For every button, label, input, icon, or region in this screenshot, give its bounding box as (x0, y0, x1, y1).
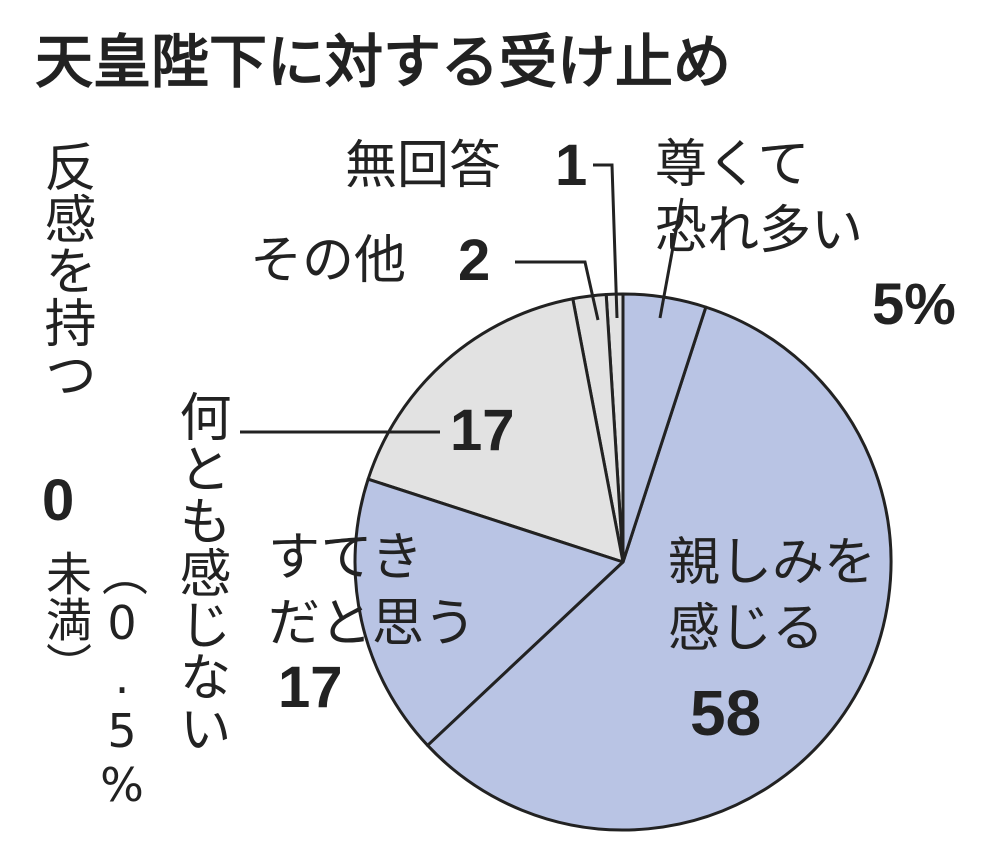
leader-line (515, 260, 600, 321)
value-label: 2 (458, 228, 491, 293)
leader-line (593, 163, 619, 319)
pie-slice (366, 297, 625, 564)
pie-slice (353, 477, 625, 747)
value-label: 58 (690, 677, 762, 749)
category-label: 反感を持つ (35, 140, 95, 400)
value-label: 5% (872, 272, 956, 337)
value-label: 0 (42, 468, 75, 533)
value-label: 1 (555, 133, 588, 198)
value-label: 17 (278, 655, 343, 720)
leader-line (658, 197, 684, 319)
category-label: 何とも感じない (170, 390, 230, 754)
chart-title: 天皇陛下に対する受け止め (35, 28, 732, 96)
category-label: 親しみを 感じる (668, 533, 877, 659)
value-label: 17 (450, 398, 515, 463)
category-label: すてき だと思う (268, 528, 477, 654)
category-label: 尊くて 恐れ多い (655, 135, 864, 261)
annotation: （0.5%未満） (39, 550, 149, 812)
pie-slice (426, 305, 893, 832)
category-label: その他 (250, 231, 407, 291)
category-label: 無回答 (345, 136, 502, 196)
